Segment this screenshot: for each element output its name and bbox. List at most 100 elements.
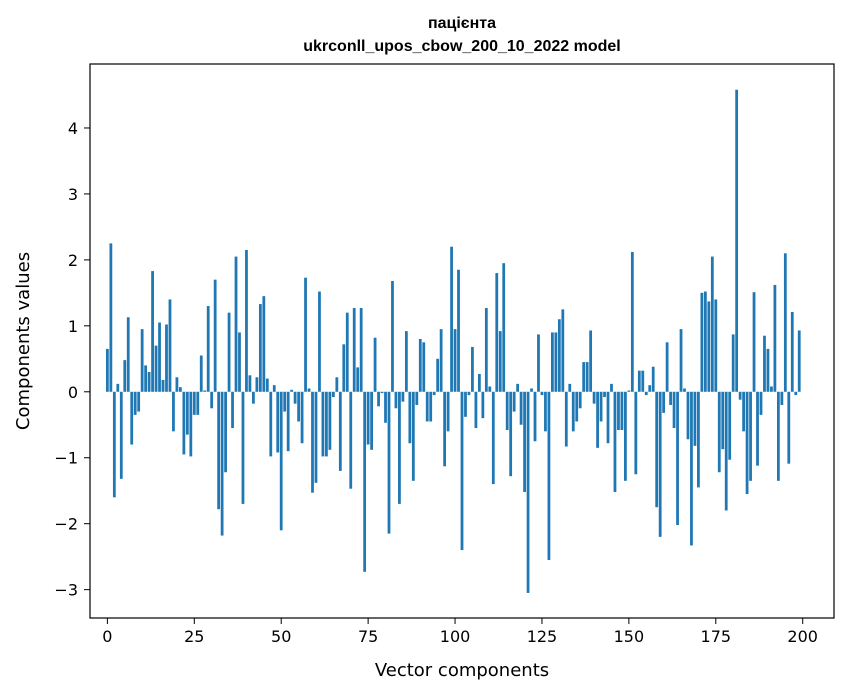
bar <box>627 390 631 392</box>
bar <box>537 334 540 392</box>
bar <box>651 366 655 392</box>
bar <box>404 331 408 392</box>
bar <box>523 391 526 493</box>
y-tick-label: 2 <box>68 251 78 270</box>
bar <box>495 273 499 392</box>
bar <box>665 342 669 392</box>
bar <box>203 390 207 392</box>
bar <box>794 391 798 396</box>
bar <box>140 329 144 392</box>
bar <box>352 308 356 392</box>
bar <box>589 330 593 392</box>
bar <box>797 330 801 392</box>
bar <box>697 391 700 488</box>
bar <box>738 391 742 400</box>
bar <box>519 391 523 425</box>
bar <box>227 312 231 392</box>
x-axis-ticks: 0 25 50 75 100 125 150 175 200 <box>102 618 818 646</box>
bar <box>300 391 304 444</box>
bar <box>630 251 634 392</box>
bar <box>290 389 294 392</box>
bar <box>731 334 735 392</box>
bar <box>544 391 547 432</box>
x-tick-label: 125 <box>527 627 558 646</box>
bar <box>411 391 415 481</box>
bar <box>119 391 123 479</box>
bar <box>189 391 193 457</box>
x-tick-label: 50 <box>271 627 291 646</box>
bar <box>255 377 259 392</box>
bar <box>540 391 544 396</box>
bar <box>613 391 617 493</box>
bar <box>213 279 217 392</box>
bar <box>432 391 436 396</box>
bar <box>241 391 245 504</box>
bar <box>311 391 314 493</box>
bar <box>641 370 645 392</box>
bar <box>318 291 321 392</box>
bar <box>617 391 620 431</box>
bar <box>418 339 422 392</box>
x-tick-label: 150 <box>614 627 645 646</box>
bar <box>596 391 599 448</box>
bar <box>168 299 172 392</box>
bar <box>109 243 113 392</box>
bar <box>624 391 627 481</box>
bar <box>331 391 335 398</box>
bar <box>488 386 492 392</box>
bar <box>384 391 387 423</box>
y-tick-label: 4 <box>68 119 78 138</box>
bar <box>707 301 711 392</box>
x-axis-label: Vector components <box>375 660 549 681</box>
bar <box>658 391 662 537</box>
bar <box>144 365 148 392</box>
bar <box>172 391 175 432</box>
x-tick-label: 75 <box>358 627 378 646</box>
bar <box>297 391 300 422</box>
bar <box>314 391 318 483</box>
bar <box>199 355 203 392</box>
bar <box>265 378 269 392</box>
bar <box>773 284 777 392</box>
y-axis-ticks: −3 −2 −1 0 1 2 3 4 <box>54 119 90 600</box>
bar <box>526 391 530 593</box>
bar <box>606 391 610 444</box>
bar <box>422 342 426 392</box>
bar <box>262 296 266 392</box>
bar <box>530 388 533 392</box>
bar <box>248 375 252 392</box>
bar <box>481 391 485 419</box>
bar <box>252 391 255 404</box>
x-tick-label: 100 <box>440 627 471 646</box>
bar <box>345 312 349 392</box>
y-tick-label: −3 <box>54 581 78 600</box>
bar <box>179 387 182 392</box>
bar <box>394 391 398 409</box>
bar <box>728 391 732 460</box>
bar <box>231 391 234 429</box>
bar <box>582 362 586 392</box>
bar <box>328 391 332 450</box>
bar <box>783 253 787 392</box>
bar <box>721 391 725 450</box>
bar <box>258 304 262 392</box>
bar <box>349 391 353 489</box>
bar <box>676 391 679 525</box>
bar <box>165 324 168 392</box>
bar <box>714 299 718 392</box>
bar <box>238 332 241 392</box>
bar <box>387 391 391 534</box>
bar <box>245 249 248 392</box>
bar <box>724 391 728 511</box>
bar <box>471 346 474 392</box>
bars-group <box>105 89 801 593</box>
bar <box>321 391 325 457</box>
bar <box>700 292 704 392</box>
bar <box>620 391 624 431</box>
bar <box>516 383 520 392</box>
y-tick-label: 1 <box>68 317 78 336</box>
bar <box>408 391 412 444</box>
bar <box>477 373 481 392</box>
bar <box>182 391 186 455</box>
bar <box>603 391 606 398</box>
